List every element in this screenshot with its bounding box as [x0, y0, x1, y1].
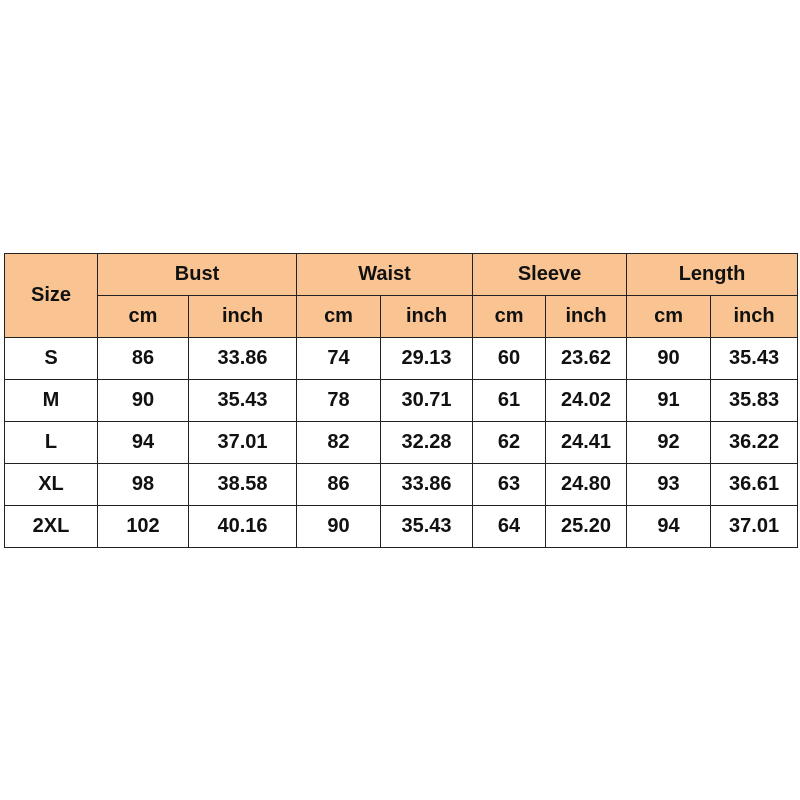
- value-cell: 92: [626, 421, 712, 464]
- table-row: XL 98 38.58 86 33.86 63 24.80 93 36.61: [4, 463, 799, 506]
- value-cell: 78: [296, 379, 382, 422]
- unit-header: inch: [545, 295, 628, 338]
- value-cell: 63: [472, 463, 547, 506]
- value-cell: 33.86: [380, 463, 474, 506]
- table-row: L 94 37.01 82 32.28 62 24.41 92 36.22: [4, 421, 799, 464]
- value-cell: 74: [296, 337, 382, 380]
- unit-header: inch: [187, 295, 298, 338]
- value-cell: 24.41: [545, 421, 628, 464]
- value-cell: 37.01: [710, 505, 799, 548]
- value-cell: 90: [97, 379, 189, 422]
- value-cell: 90: [296, 505, 382, 548]
- value-cell: 86: [296, 463, 382, 506]
- table-row: 2XL 102 40.16 90 35.43 64 25.20 94 37.01: [4, 505, 799, 548]
- size-cell: XL: [4, 463, 98, 506]
- size-cell: S: [4, 337, 98, 380]
- value-cell: 61: [472, 379, 547, 422]
- group-header: Length: [626, 253, 799, 296]
- table-row: cm inch cm inch cm inch cm inch: [5, 295, 799, 338]
- value-cell: 94: [97, 421, 189, 464]
- value-cell: 62: [472, 421, 547, 464]
- value-cell: 93: [626, 463, 712, 506]
- value-cell: 35.83: [710, 379, 799, 422]
- unit-header: cm: [472, 295, 547, 338]
- value-cell: 82: [296, 421, 382, 464]
- value-cell: 25.20: [545, 505, 628, 548]
- value-cell: 90: [626, 337, 712, 380]
- value-cell: 36.61: [710, 463, 799, 506]
- group-header: Waist: [296, 253, 474, 296]
- unit-header: cm: [626, 295, 712, 338]
- size-cell: M: [4, 379, 98, 422]
- value-cell: 64: [472, 505, 547, 548]
- value-cell: 24.02: [545, 379, 628, 422]
- table-row: Size Bust Waist Sleeve Length: [4, 253, 799, 338]
- size-cell: L: [4, 421, 98, 464]
- value-cell: 102: [97, 505, 189, 548]
- value-cell: 32.28: [380, 421, 474, 464]
- value-cell: 33.86: [187, 337, 298, 380]
- size-chart: Size Bust Waist Sleeve Length cm inch cm inch cm i…: [4, 253, 799, 548]
- value-cell: 35.43: [710, 337, 799, 380]
- value-cell: 86: [97, 337, 189, 380]
- unit-header: cm: [97, 295, 189, 338]
- group-header: Bust: [96, 253, 298, 296]
- value-cell: 98: [97, 463, 189, 506]
- table-row: M 90 35.43 78 30.71 61 24.02 91 35.83: [4, 379, 799, 422]
- value-cell: 35.43: [187, 379, 298, 422]
- unit-header: cm: [296, 295, 382, 338]
- value-cell: 30.71: [380, 379, 474, 422]
- value-cell: 29.13: [380, 337, 474, 380]
- unit-header: inch: [710, 295, 799, 338]
- size-table: Size Bust Waist Sleeve Length cm inch cm inch cm i…: [4, 253, 799, 548]
- value-cell: 35.43: [380, 505, 474, 548]
- header-cell: Size: [4, 253, 98, 338]
- value-cell: 37.01: [187, 421, 298, 464]
- value-cell: 94: [626, 505, 712, 548]
- value-cell: 24.80: [545, 463, 628, 506]
- unit-header: inch: [380, 295, 474, 338]
- value-cell: 60: [472, 337, 547, 380]
- value-cell: 36.22: [710, 421, 799, 464]
- value-cell: 91: [626, 379, 712, 422]
- value-cell: 38.58: [187, 463, 298, 506]
- value-cell: 23.62: [545, 337, 628, 380]
- group-header: Sleeve: [472, 253, 628, 296]
- size-cell: 2XL: [4, 505, 98, 548]
- table-row: S 86 33.86 74 29.13 60 23.62 90 35.43: [4, 337, 799, 380]
- value-cell: 40.16: [187, 505, 298, 548]
